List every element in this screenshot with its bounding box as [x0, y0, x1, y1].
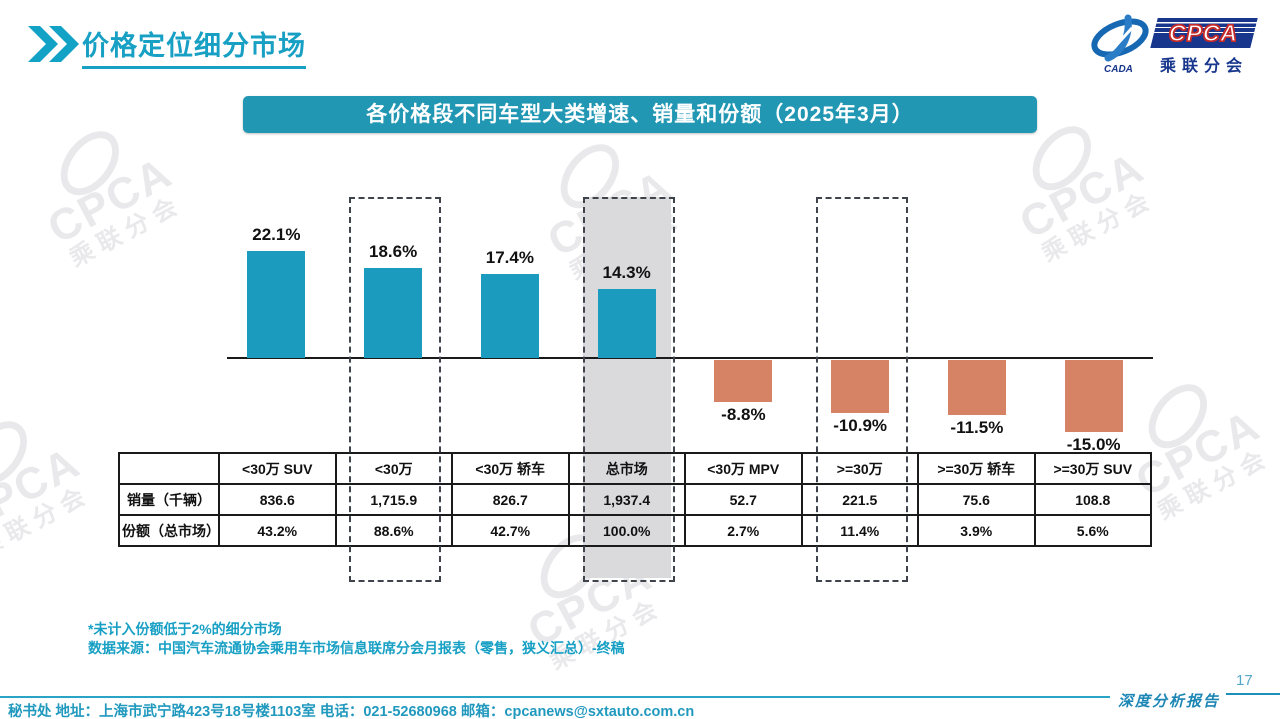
svg-text:CADA: CADA — [1104, 64, 1133, 75]
table-cell: 5.6% — [1033, 514, 1152, 547]
report-label-line — [1226, 693, 1280, 695]
table-header-cell: >=30万 轿车 — [917, 452, 1036, 485]
table-cell: 826.7 — [451, 483, 570, 516]
data-table: <30万 SUV <30万 <30万 轿车 总市场 <30万 MPV >=30万 >=30万… — [118, 452, 1152, 547]
table-cell: 1,715.9 — [334, 483, 453, 516]
cpca-logo-box: CPCA — [1150, 18, 1258, 48]
data-table-wrap: <30万 SUV <30万 <30万 轿车 总市场 <30万 MPV >=30万 >=30万… — [118, 452, 1152, 547]
bar-6 — [947, 360, 1006, 416]
table-cell: 2.7% — [684, 514, 803, 547]
table-header-cell: >=30万 — [800, 452, 919, 485]
bar-label-7: -15.0% — [1066, 435, 1121, 455]
table-cell: 221.5 — [800, 483, 919, 516]
table-cell: 3.9% — [917, 514, 1036, 547]
bar-2 — [480, 274, 539, 358]
bar-label-2: 17.4% — [485, 248, 534, 268]
table-row: <30万 SUV <30万 <30万 轿车 总市场 <30万 MPV >=30万 >=30万… — [118, 452, 1152, 485]
table-header-cell: >=30万 SUV — [1033, 452, 1152, 485]
footer-contact: 秘书处 地址：上海市武宁路423号18号楼1103室 电话：021-526809… — [8, 704, 695, 719]
bar-7 — [1064, 360, 1123, 433]
table-row-header: 销量（千辆） — [118, 483, 220, 516]
table-header-cell: 总市场 — [567, 452, 686, 485]
bar-label-1: 18.6% — [369, 242, 418, 262]
table-cell: 75.6 — [917, 483, 1036, 516]
footnote-1: *未计入份额低于2%的细分市场 — [88, 621, 282, 637]
x-axis-line — [227, 357, 1153, 359]
bar-label-6: -11.5% — [950, 418, 1004, 438]
table-cell: 100.0% — [567, 514, 686, 547]
table-cell: 42.7% — [451, 514, 570, 547]
bar-3 — [597, 289, 656, 358]
cpca-logo-right: CPCA 乘联分会 — [1150, 12, 1258, 76]
bar-label-5: -10.9% — [833, 415, 888, 435]
table-header-cell: <30万 MPV — [684, 452, 803, 485]
table-row-header: 份额（总市场） — [118, 514, 220, 547]
double-chevron-icon — [28, 26, 79, 62]
table-cell: 1,937.4 — [567, 483, 686, 516]
table-cell: 88.6% — [334, 514, 453, 547]
table-header-cell: <30万 轿车 — [451, 452, 570, 485]
table-row: 份额（总市场） 43.2% 88.6% 42.7% 100.0% 2.7% 11.4% 3.9… — [118, 514, 1152, 547]
table-row: 销量（千辆） 836.6 1,715.9 826.7 1,937.4 52.7 221.5 7… — [118, 483, 1152, 516]
bar-label-3: 14.3% — [602, 263, 651, 283]
bar-5 — [831, 360, 890, 413]
table-cell: 836.6 — [218, 483, 337, 516]
table-cell: 43.2% — [218, 514, 337, 547]
cpca-logo-text: CPCA — [1169, 19, 1239, 46]
footnote-2: 数据来源：中国汽车流通协会乘用车市场信息联席分会月报表（零售，狭义汇总）-终稿 — [88, 640, 625, 656]
table-header-cell: <30万 — [334, 452, 453, 485]
table-header-cell — [118, 452, 220, 485]
report-label: 深度分析报告 — [1117, 692, 1220, 710]
cpca-logo: CADA CPCA 乘联分会 — [1088, 12, 1258, 76]
cpca-logo-subtitle: 乘联分会 — [1159, 58, 1248, 75]
bar-0 — [247, 251, 306, 358]
page-title: 价格定位细分市场 — [82, 24, 306, 69]
bar-label-0: 22.1% — [252, 225, 301, 245]
page-number: 17 — [1236, 672, 1253, 689]
table-header-cell: <30万 SUV — [218, 452, 337, 485]
footer-divider-line — [0, 696, 1110, 698]
table-cell: 11.4% — [800, 514, 919, 547]
bar-4 — [714, 360, 773, 403]
table-cell: 108.8 — [1033, 483, 1152, 516]
table-cell: 52.7 — [684, 483, 803, 516]
bar-1 — [364, 268, 423, 358]
cada-emblem-icon: CADA — [1088, 12, 1152, 76]
chart-banner-title: 各价格段不同车型大类增速、销量和份额（2025年3月） — [243, 96, 1037, 133]
bar-label-4: -8.8% — [721, 405, 766, 425]
